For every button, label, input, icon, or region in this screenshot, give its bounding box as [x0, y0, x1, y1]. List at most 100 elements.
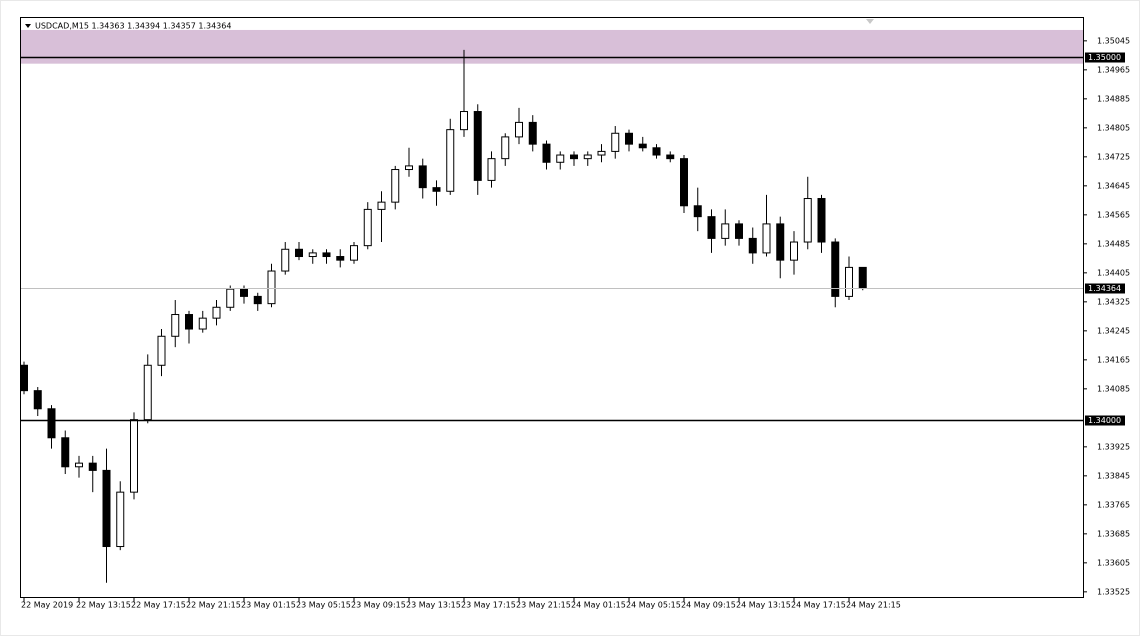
- candle-body: [405, 165, 413, 171]
- candle-body: [363, 208, 372, 247]
- candle-body: [831, 241, 840, 297]
- candle-body: [143, 364, 152, 421]
- y-tick-label: 1.34085: [1097, 384, 1130, 393]
- x-tick-label: 23 May 09:15: [351, 601, 406, 610]
- candle-body: [858, 266, 867, 289]
- candle-body: [776, 223, 785, 261]
- x-tick-label: 24 May 13:15: [736, 601, 791, 610]
- candle-body: [240, 288, 248, 297]
- x-tick-label: 23 May 01:15: [241, 601, 296, 610]
- zone: [21, 29, 1083, 64]
- level-label-box: [1085, 52, 1125, 63]
- candle-body: [322, 252, 331, 258]
- y-tick-label: 1.34885: [1097, 94, 1130, 103]
- candle-body: [460, 111, 468, 131]
- x-tick-label: 22 May 2019: [21, 601, 73, 610]
- x-tick-label: 24 May 21:15: [846, 601, 901, 610]
- candle-body: [212, 306, 221, 319]
- plot-frame: [20, 17, 1084, 598]
- candle-body: [528, 121, 537, 145]
- candle-body: [666, 154, 675, 160]
- x-tick-label: 22 May 13:15: [76, 601, 131, 610]
- candle-body: [446, 129, 455, 192]
- y-tick-label: 1.34165: [1097, 355, 1130, 364]
- candle-body: [693, 205, 702, 218]
- shift-marker[interactable]: [866, 19, 874, 24]
- candle-body: [20, 364, 28, 392]
- candle-body: [185, 314, 193, 330]
- candle-body: [652, 147, 661, 156]
- y-tick-label: 1.34485: [1097, 239, 1130, 248]
- candle-body: [61, 437, 70, 468]
- y-tick-label: 1.34245: [1097, 326, 1130, 335]
- candle-body: [336, 256, 345, 261]
- candle-body: [638, 143, 647, 149]
- candle-body: [748, 237, 757, 254]
- level-label-box: [1085, 283, 1125, 294]
- candle-body: [267, 270, 276, 305]
- candle-body: [432, 187, 441, 192]
- candle-body: [171, 314, 180, 337]
- menu-arrow[interactable]: [25, 24, 31, 28]
- candle-body: [570, 154, 578, 160]
- x-tick-label: 24 May 17:15: [791, 601, 846, 610]
- candle-body: [157, 335, 166, 366]
- candle-body: [295, 248, 303, 258]
- candle-body: [377, 201, 386, 210]
- candle-body: [418, 165, 427, 189]
- y-tick-label: 1.33845: [1097, 471, 1130, 480]
- candle-body: [33, 390, 42, 410]
- x-tick-label: 24 May 09:15: [681, 601, 736, 610]
- y-tick-label: 1.33605: [1097, 558, 1130, 567]
- y-tick-label: 1.33925: [1097, 442, 1130, 451]
- candle-body: [281, 248, 290, 272]
- x-tick-label: 23 May 17:15: [461, 601, 516, 610]
- candle-body: [845, 266, 853, 297]
- candle-body: [116, 491, 125, 548]
- y-tick-label: 1.34725: [1097, 152, 1130, 161]
- level-label: 1.35000: [1088, 53, 1121, 62]
- candle-body: [75, 462, 83, 468]
- candle-body: [391, 169, 400, 203]
- candle-body: [556, 154, 565, 163]
- x-tick-label: 23 May 13:15: [406, 601, 461, 610]
- x-tick-label: 22 May 21:15: [186, 601, 241, 610]
- level-label: 1.34364: [1088, 284, 1121, 293]
- candle-body: [707, 216, 716, 239]
- y-tick-label: 1.33765: [1097, 500, 1130, 509]
- y-tick-label: 1.34565: [1097, 210, 1130, 219]
- level-label: 1.34000: [1088, 416, 1121, 425]
- level-label-box: [1085, 415, 1125, 426]
- candle-body: [226, 288, 235, 308]
- y-tick-label: 1.34965: [1097, 65, 1130, 74]
- candle-body: [102, 469, 111, 548]
- candle-body: [583, 154, 592, 160]
- candle-body: [350, 245, 358, 261]
- y-tick-label: 1.34325: [1097, 297, 1130, 306]
- candle-body: [501, 136, 510, 160]
- candle-body: [88, 462, 97, 471]
- candle-body: [47, 408, 56, 439]
- x-tick-label: 23 May 21:15: [516, 601, 571, 610]
- y-tick-label: 1.34805: [1097, 123, 1130, 132]
- y-tick-label: 1.33685: [1097, 529, 1130, 538]
- candle-body: [198, 317, 207, 330]
- candle-body: [803, 198, 812, 243]
- y-tick-label: 1.33525: [1097, 587, 1130, 596]
- y-tick-label: 1.35045: [1097, 36, 1130, 45]
- candle-body: [308, 252, 317, 258]
- candle-body: [487, 158, 496, 181]
- candle-body: [611, 132, 620, 152]
- candle-body: [762, 223, 771, 254]
- candle-body: [597, 150, 606, 156]
- candle-body: [625, 132, 633, 145]
- candle-body: [473, 111, 482, 181]
- candle-body: [721, 223, 730, 239]
- y-tick-label: 1.34405: [1097, 268, 1130, 277]
- candle-body: [735, 223, 743, 239]
- x-tick-label: 24 May 05:15: [626, 601, 681, 610]
- x-tick-label: 22 May 17:15: [131, 601, 186, 610]
- chart-title: USDCAD,M15 1.34363 1.34394 1.34357 1.343…: [35, 22, 231, 31]
